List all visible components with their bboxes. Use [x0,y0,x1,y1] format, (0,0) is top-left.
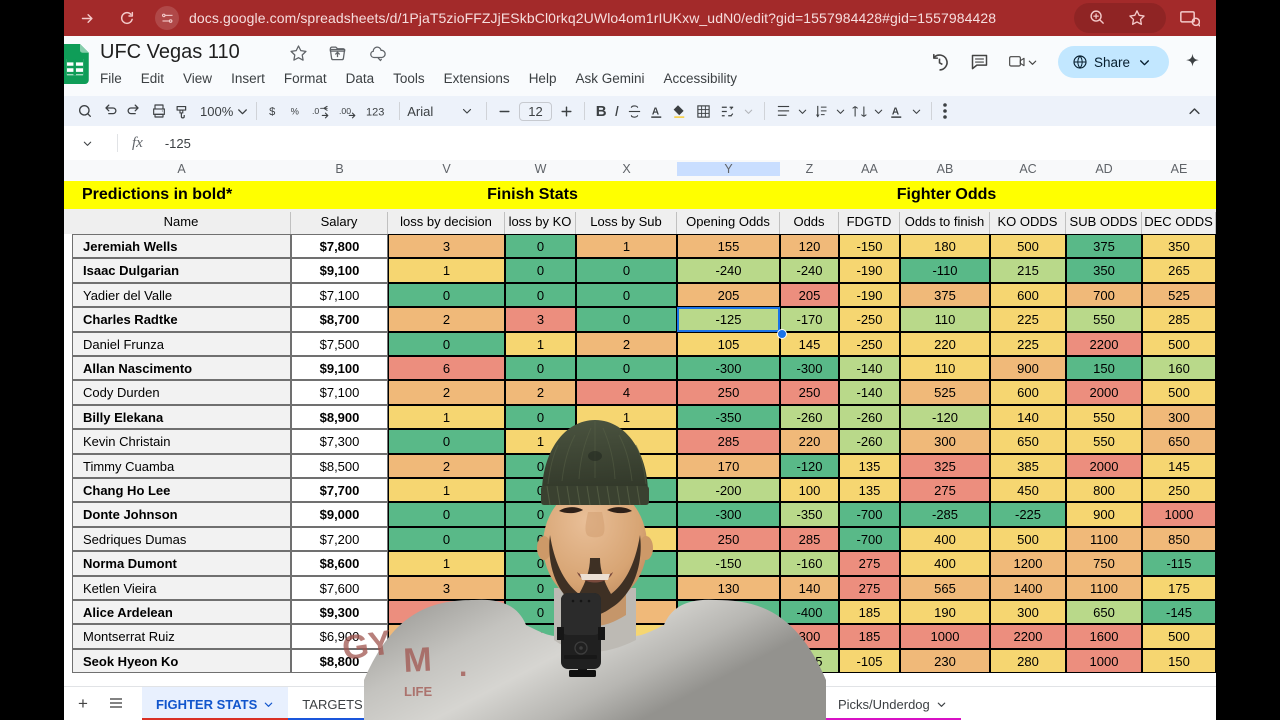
svg-text:.00: .00 [339,105,351,115]
svg-text:123: 123 [366,107,384,118]
svg-text:.0: .0 [312,105,319,115]
svg-text:%: % [291,107,299,117]
svg-text:$: $ [269,106,275,118]
svg-text:A: A [652,106,659,117]
svg-text:A: A [892,106,899,117]
